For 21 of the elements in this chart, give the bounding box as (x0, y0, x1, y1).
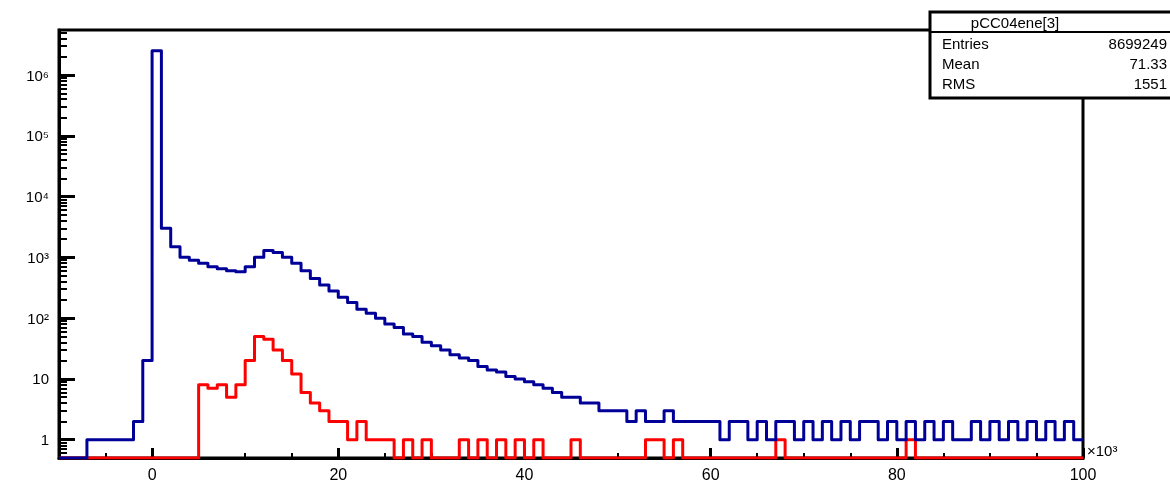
text: 71.33 (1129, 55, 1167, 72)
annotation: Mean (942, 55, 980, 72)
annotation: RMS (942, 75, 976, 92)
y-tick-label: 10⁴ (25, 188, 49, 206)
annotation: pCC04ene[3] (970, 14, 1060, 31)
x-tick-label: 60 (701, 465, 720, 482)
text: 1551 (1133, 75, 1167, 92)
y-tick-label: 10³ (27, 248, 49, 266)
x-axis-title: ×10³ (1087, 442, 1118, 459)
y-tick-label: 10⁵ (26, 127, 49, 145)
x-tick-label: 80 (887, 465, 906, 482)
annotation: Entries (942, 35, 989, 52)
text: 8699249 (1108, 35, 1167, 52)
y-tick-label: 10 (32, 370, 49, 388)
x-tick-label: 0 (147, 465, 157, 482)
x-tick-label: 100 (1069, 465, 1097, 482)
x-tick-label: 20 (329, 465, 348, 482)
y-tick-label: 10² (27, 309, 49, 327)
x-tick-label: 40 (515, 465, 534, 482)
y-tick-label: 1 (40, 431, 49, 449)
y-tick-label: 10⁶ (26, 66, 49, 84)
